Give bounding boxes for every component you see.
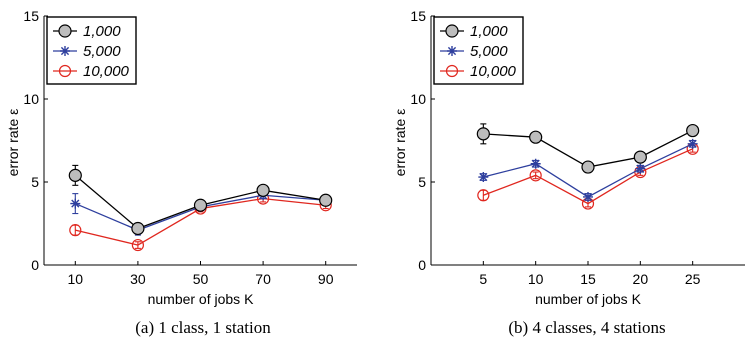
- data-point: [529, 169, 542, 182]
- y-tick-label: 15: [410, 8, 426, 24]
- y-tick-label: 5: [418, 174, 426, 190]
- y-tick-label: 10: [23, 91, 39, 107]
- data-point: [68, 168, 82, 182]
- x-tick-label: 15: [580, 271, 596, 287]
- series-5000: [70, 190, 331, 236]
- legend-marker: [58, 24, 72, 38]
- y-tick-label: 0: [31, 257, 39, 273]
- data-point: [686, 123, 700, 138]
- legend-marker: [447, 46, 457, 56]
- data-point: [477, 189, 490, 202]
- y-axis-label: error rate ε: [392, 109, 408, 177]
- y-tick-label: 5: [31, 174, 39, 190]
- data-point: [529, 130, 543, 144]
- data-point: [256, 183, 270, 197]
- data-point: [581, 160, 595, 174]
- x-axis-label: number of jobs K: [535, 291, 641, 307]
- x-tick-label: 30: [130, 271, 146, 287]
- legend-marker: [445, 24, 459, 38]
- x-tick-label: 20: [633, 271, 649, 287]
- data-point: [478, 172, 489, 183]
- legend-label: 1,000: [83, 23, 121, 40]
- data-point: [131, 221, 145, 236]
- data-point: [635, 163, 646, 174]
- series-1000: [476, 123, 700, 174]
- data-point: [131, 238, 144, 252]
- legend: 1,000 5,000 10,000: [433, 16, 524, 85]
- data-point: [633, 150, 647, 164]
- y-tick-label: 0: [418, 257, 426, 273]
- series-5000: [478, 138, 698, 202]
- legend-marker: [58, 64, 72, 78]
- legend-label: 1,000: [470, 23, 508, 40]
- panel-caption: (b) 4 classes, 4 stations: [508, 318, 665, 337]
- data-point: [69, 224, 82, 237]
- chart-panel-2: 0 5 10 15 5 10 15 20 25 number of jobs K error rat…: [392, 8, 745, 337]
- x-axis-label: number of jobs K: [148, 291, 254, 307]
- panel-caption: (a) 1 class, 1 station: [135, 318, 271, 337]
- legend: 1,000 5,000 10,000: [46, 16, 137, 85]
- x-tick-label: 5: [479, 271, 487, 287]
- legend-marker: [445, 64, 459, 78]
- x-tick-label: 50: [193, 271, 209, 287]
- x-tick-label: 90: [318, 271, 334, 287]
- legend-marker: [60, 46, 70, 56]
- x-tick-label: 70: [255, 271, 271, 287]
- data-point: [70, 198, 81, 209]
- legend-label: 5,000: [83, 43, 121, 60]
- x-tick-label: 10: [528, 271, 544, 287]
- data-point: [530, 158, 541, 169]
- data-point: [583, 191, 593, 202]
- data-point: [193, 198, 208, 212]
- series-1000: [68, 164, 333, 236]
- data-point: [476, 127, 490, 141]
- y-tick-label: 15: [23, 8, 39, 24]
- data-point: [319, 193, 333, 207]
- legend-label: 10,000: [470, 63, 517, 80]
- legend-label: 5,000: [470, 43, 508, 60]
- data-point: [687, 138, 698, 149]
- y-axis-label: error rate ε: [5, 109, 21, 177]
- x-tick-label: 25: [685, 271, 701, 287]
- legend-label: 10,000: [83, 63, 130, 80]
- chart-panel-1: 0 5 10 15 10 30 50 70 90 number of jobs K error ra…: [5, 8, 357, 337]
- y-tick-label: 10: [410, 91, 426, 107]
- x-tick-label: 10: [68, 271, 84, 287]
